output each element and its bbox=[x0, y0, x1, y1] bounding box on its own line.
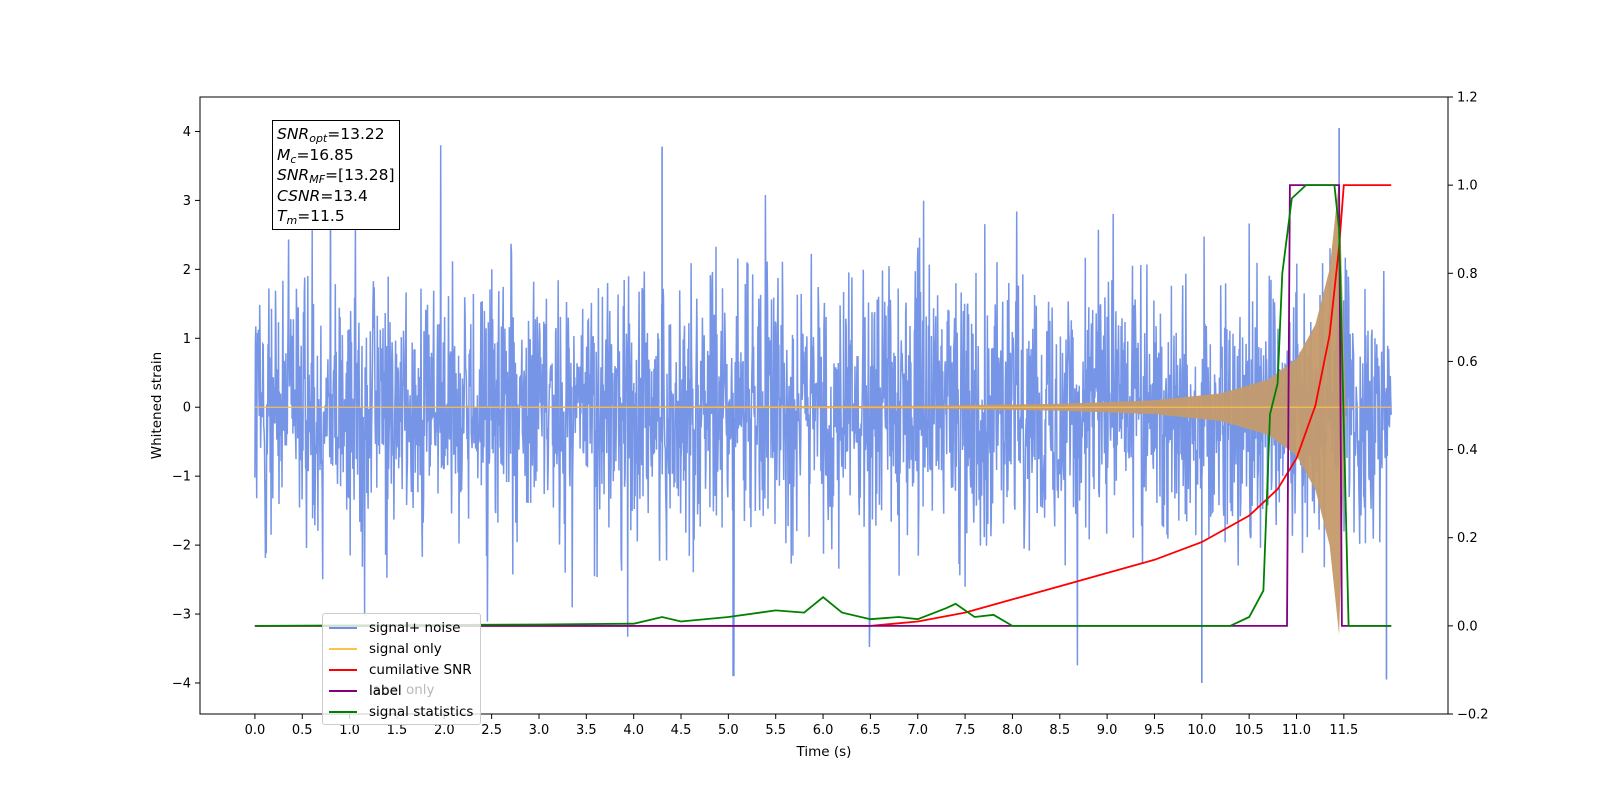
y-tick-label: 2 bbox=[183, 263, 191, 278]
x-tick-label: 1.0 bbox=[339, 723, 360, 738]
x-tick-label: 2.5 bbox=[481, 723, 502, 738]
y-tick-label: −4 bbox=[172, 676, 191, 691]
mc-line: Mc=16.85 bbox=[277, 145, 354, 166]
legend-swatch bbox=[329, 626, 357, 629]
plot-area bbox=[254, 128, 1392, 683]
x-tick-label: 4.5 bbox=[671, 723, 692, 738]
y-axis-label: Whitened strain bbox=[149, 352, 165, 459]
x-tick-label: 0.5 bbox=[292, 723, 313, 738]
y-tick-label: 1 bbox=[183, 332, 191, 347]
x-tick-label: 9.5 bbox=[1144, 723, 1165, 738]
legend-item-signal-statistics: signal statistics bbox=[323, 701, 480, 722]
x-tick-label: 3.5 bbox=[576, 723, 597, 738]
y-tick-label: 4 bbox=[183, 125, 191, 140]
snr-opt-line: SNRopt=13.22 bbox=[277, 125, 385, 145]
series-cumulative-snr-line bbox=[254, 184, 1392, 627]
legend-item-cumulative-snr: cumilative SNR bbox=[323, 659, 480, 680]
x-tick-label: 8.5 bbox=[1049, 723, 1070, 738]
y-tick-label: −1 bbox=[172, 470, 191, 485]
y-tick-label: 3 bbox=[183, 194, 191, 209]
snr-mf-line: SNRMF=[13.28] bbox=[277, 166, 395, 186]
x-tick-label: 3.0 bbox=[529, 723, 550, 738]
x-axis-label: Time (s) bbox=[796, 744, 852, 760]
legend-swatch bbox=[329, 647, 357, 650]
tm-line: Tm=11.5 bbox=[277, 207, 345, 227]
y2-tick-label: 0.8 bbox=[1457, 267, 1478, 282]
legend-swatch bbox=[329, 668, 357, 671]
legend-swatch bbox=[329, 689, 357, 692]
info-box: SNRopt=13.22 Mc=16.85 SNRMF=[13.28] CSNR… bbox=[272, 120, 400, 230]
y2-tick-label: 0.2 bbox=[1457, 531, 1478, 546]
x-tick-label: 11.5 bbox=[1329, 723, 1358, 738]
y2-tick-label: 1.2 bbox=[1457, 91, 1478, 106]
csnr-line: CSNR=13.4 bbox=[277, 186, 368, 205]
x-tick-label: 11.0 bbox=[1282, 723, 1311, 738]
plot-frame bbox=[199, 96, 1449, 715]
legend: signal+ noise signal only cumilative SNR… bbox=[322, 613, 481, 725]
legend-item-signal-noise: signal+ noise bbox=[323, 617, 480, 638]
legend-item-label: label label only bbox=[323, 680, 480, 701]
x-tick-label: 1.5 bbox=[387, 723, 408, 738]
y2-tick-label: 0.0 bbox=[1457, 619, 1478, 634]
series-signal-statistics-line bbox=[254, 184, 1392, 627]
x-tick-label: 10.5 bbox=[1235, 723, 1264, 738]
y2-tick-label: −0.2 bbox=[1457, 708, 1489, 723]
x-tick-label: 8.0 bbox=[1002, 723, 1023, 738]
y-tick-label: 0 bbox=[183, 401, 191, 416]
hidden-legend-text: label only bbox=[369, 682, 435, 698]
y-tick-label: −2 bbox=[172, 539, 191, 554]
x-tick-label: 4.0 bbox=[623, 723, 644, 738]
x-tick-label: 9.0 bbox=[1097, 723, 1118, 738]
x-tick-label: 2.0 bbox=[434, 723, 455, 738]
x-tick-label: 0.0 bbox=[245, 723, 266, 738]
x-tick-label: 6.5 bbox=[860, 723, 881, 738]
y2-tick-label: 1.0 bbox=[1457, 179, 1478, 194]
y-tick-label: −3 bbox=[172, 608, 191, 623]
y2-tick-label: 0.6 bbox=[1457, 355, 1478, 370]
x-tick-label: 5.0 bbox=[718, 723, 739, 738]
legend-item-signal-only: signal only bbox=[323, 638, 480, 659]
x-tick-label: 6.0 bbox=[813, 723, 834, 738]
x-tick-label: 7.5 bbox=[955, 723, 976, 738]
x-tick-label: 5.5 bbox=[765, 723, 786, 738]
x-tick-label: 7.0 bbox=[907, 723, 928, 738]
y2-tick-label: 0.4 bbox=[1457, 443, 1478, 458]
x-tick-label: 10.0 bbox=[1187, 723, 1216, 738]
legend-swatch bbox=[329, 710, 357, 713]
